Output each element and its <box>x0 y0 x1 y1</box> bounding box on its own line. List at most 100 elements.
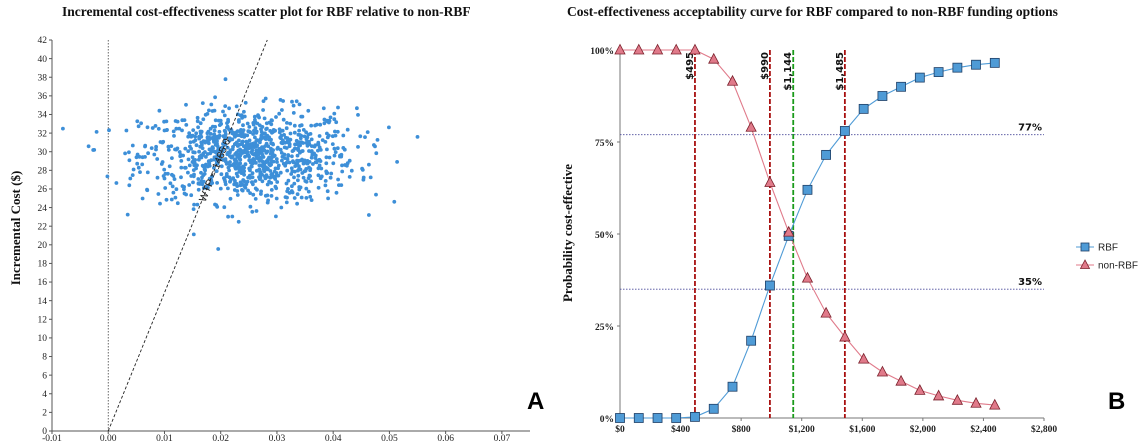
scatter-point <box>196 177 201 181</box>
scatter-point <box>254 161 258 165</box>
scatter-point <box>212 134 217 139</box>
scatter-point <box>136 124 141 129</box>
scatter-point <box>341 133 346 138</box>
scatter-point <box>162 167 167 172</box>
scatter-point <box>332 117 337 122</box>
scatter-point <box>127 158 132 163</box>
scatter-point <box>138 170 142 175</box>
scatter-point <box>241 123 245 128</box>
scatter-point <box>61 126 65 131</box>
scatter-point <box>333 150 338 155</box>
scatter-point <box>195 202 200 207</box>
scatter-point <box>139 121 144 126</box>
scatter-point <box>161 139 166 144</box>
scatter-point <box>127 183 132 188</box>
rbf-point <box>633 413 644 423</box>
scatter-point <box>213 95 218 100</box>
scatter-point <box>223 179 228 184</box>
scatter-point <box>155 157 160 161</box>
scatter-chart: Incremental Cost ($) 0246810121416182022… <box>8 36 530 441</box>
scatter-point <box>225 145 230 150</box>
scatter-point <box>316 166 321 171</box>
scatter-point <box>168 181 173 186</box>
scatter-point <box>192 150 197 155</box>
scatter-point <box>336 105 340 110</box>
scatter-point <box>331 161 336 166</box>
scatter-point <box>295 192 300 197</box>
scatter-point <box>210 124 215 129</box>
scatter-x-tick-label: 0.07 <box>494 434 511 441</box>
scatter-point <box>191 207 196 212</box>
scatter-point <box>171 190 176 195</box>
scatter-point <box>342 147 347 152</box>
scatter-y-tick-label: 20 <box>38 241 48 251</box>
scatter-point <box>227 106 232 111</box>
scatter-point <box>213 143 218 147</box>
scatter-point <box>266 144 271 149</box>
scatter-point <box>227 138 232 143</box>
scatter-point <box>260 145 265 150</box>
scatter-point <box>191 158 196 163</box>
ceac-threshold-label: $1,144 <box>783 52 794 91</box>
scatter-point <box>234 104 239 109</box>
scatter-point <box>154 147 158 152</box>
scatter-point <box>197 136 202 141</box>
scatter-point <box>250 161 255 166</box>
scatter-point <box>218 118 223 123</box>
scatter-point <box>242 172 247 177</box>
scatter-point <box>244 150 249 155</box>
scatter-point <box>195 115 200 120</box>
rbf-point <box>802 184 813 195</box>
scatter-point <box>174 187 179 192</box>
scatter-point <box>271 154 276 159</box>
scatter-point <box>262 116 267 121</box>
scatter-point <box>224 172 229 176</box>
scatter-point <box>241 183 246 188</box>
rbf-point <box>765 280 775 291</box>
scatter-point <box>222 128 227 133</box>
scatter-point <box>255 156 260 161</box>
scatter-point <box>256 114 261 119</box>
scatter-point <box>306 108 311 113</box>
scatter-point <box>291 148 296 153</box>
ceac-reference-label: 77% <box>1018 123 1042 134</box>
scatter-point <box>356 145 360 149</box>
scatter-point <box>281 117 286 122</box>
scatter-point <box>273 184 278 189</box>
scatter-point <box>273 166 278 171</box>
ceac-x-tick-label: $1,600 <box>849 424 875 435</box>
scatter-point <box>243 100 248 105</box>
scatter-point <box>215 205 220 209</box>
scatter-point <box>186 149 191 154</box>
scatter-point <box>239 152 243 156</box>
scatter-point <box>167 164 172 169</box>
ceac-y-tick-label: 25% <box>595 323 614 333</box>
scatter-point <box>361 177 366 182</box>
scatter-point <box>188 144 192 149</box>
scatter-point <box>323 140 328 144</box>
scatter-point <box>336 177 340 182</box>
scatter-point <box>255 138 260 143</box>
scatter-point <box>175 201 180 206</box>
scatter-point <box>217 133 222 138</box>
scatter-point <box>150 126 155 130</box>
scatter-point <box>203 140 208 145</box>
scatter-point <box>236 219 241 224</box>
non-rbf-point <box>614 43 626 55</box>
ceac-x-tick-label: $800 <box>732 424 751 435</box>
scatter-point <box>274 157 279 161</box>
scatter-point <box>162 128 167 133</box>
scatter-point <box>188 140 193 145</box>
scatter-point <box>240 130 245 135</box>
scatter-point <box>251 122 256 127</box>
scatter-point <box>228 196 233 201</box>
scatter-point <box>301 161 306 166</box>
scatter-point <box>275 180 280 184</box>
scatter-point <box>358 134 363 139</box>
scatter-point <box>323 179 328 183</box>
scatter-point <box>187 163 192 168</box>
scatter-point <box>279 205 284 210</box>
scatter-point <box>264 173 269 178</box>
scatter-point <box>267 120 272 125</box>
scatter-point <box>324 169 329 174</box>
